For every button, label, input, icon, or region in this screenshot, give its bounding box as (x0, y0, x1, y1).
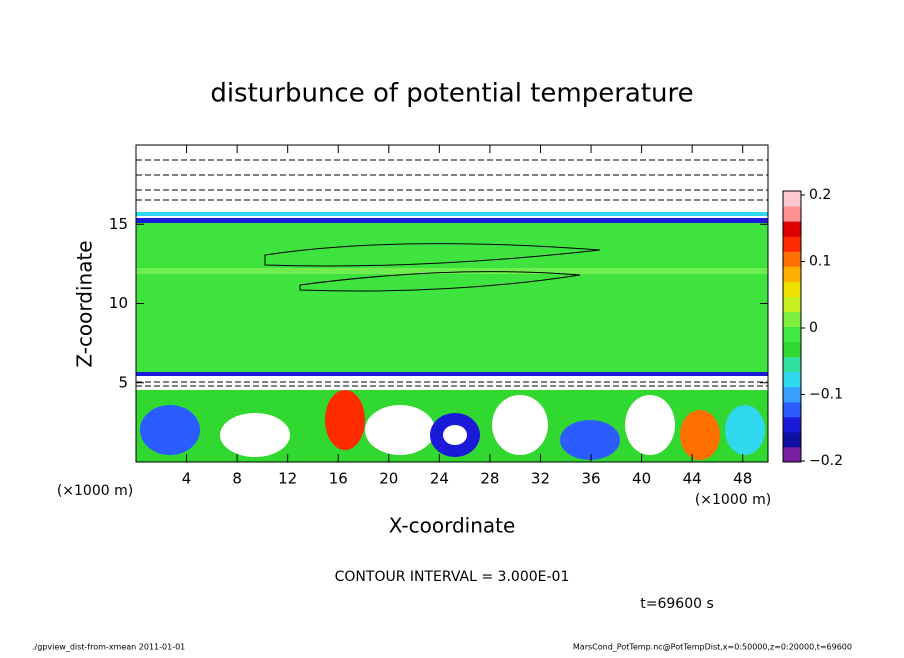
colorbar-swatch (783, 206, 801, 222)
blob (325, 390, 365, 450)
x-tick-label: 36 (581, 470, 600, 488)
colorbar-swatch (783, 341, 801, 358)
chart-title: disturbunce of potential temperature (210, 79, 693, 109)
colorbar-swatch (783, 281, 801, 297)
contour (136, 159, 768, 201)
x-tick-label: 44 (683, 470, 702, 488)
colorbar-swatch (783, 386, 801, 403)
colorbar-swatch (783, 416, 801, 433)
x-axis-title: X-coordinate (389, 514, 516, 538)
y-tick-label: 15 (109, 215, 128, 233)
x-unit-label: (×1000 m) (57, 483, 133, 499)
colorbar-swatch (783, 311, 801, 327)
field-band (136, 218, 768, 223)
colorbar-swatch (783, 371, 801, 388)
colorbar-tick-label: 0.2 (809, 187, 831, 203)
blob (680, 410, 720, 460)
blob (560, 420, 620, 460)
x-tick-label: 4 (182, 470, 192, 488)
colorbar-frame (782, 190, 802, 463)
y-tick-label: 5 (118, 373, 128, 391)
x-tick-label: 24 (430, 470, 449, 488)
colorbar-swatch (783, 221, 801, 237)
field-white (136, 376, 768, 390)
blob (725, 405, 765, 455)
field-band (136, 268, 768, 274)
footer-right: MarsCond_PotTemp.nc@PotTempDist,x=0:5000… (573, 643, 852, 652)
colorbar-tick-label: −0.2 (809, 453, 843, 469)
blob (220, 413, 290, 457)
blob (625, 395, 675, 455)
x-tick-label: 8 (232, 470, 242, 488)
colorbar-swatch (783, 446, 801, 463)
footer-left: ./gpview_dist-from-xmean 2011-01-01 (32, 643, 185, 652)
colorbar-swatch (783, 326, 801, 343)
x-tick-label: 12 (278, 470, 297, 488)
x-tick-label: 28 (480, 470, 499, 488)
colorbar-tick-label: 0 (809, 320, 818, 336)
field-band (136, 372, 768, 376)
field-band (136, 212, 768, 216)
x-tick-label: 20 (379, 470, 398, 488)
colorbar-swatch (783, 356, 801, 373)
colorbar-swatch (783, 296, 801, 312)
contour (264, 243, 601, 292)
x-tick-label: 16 (329, 470, 348, 488)
x-tick-label: 40 (632, 470, 651, 488)
colorbar-tick-label: −0.1 (809, 387, 843, 403)
colorbar-swatch (783, 431, 801, 448)
field (135, 144, 769, 463)
colorbar-swatch (783, 401, 801, 418)
field-green (136, 222, 768, 374)
y-tick-label: 10 (109, 294, 128, 312)
colorbar-swatch (783, 266, 801, 282)
colorbar-swatch (783, 251, 801, 267)
time-label: t=69600 s (640, 596, 714, 612)
blob (365, 405, 435, 455)
blob (492, 395, 548, 455)
contour (136, 381, 768, 387)
x-tick-label: 32 (531, 470, 550, 488)
colorbar-swatch (783, 191, 801, 207)
blob (140, 405, 200, 455)
contour-interval: CONTOUR INTERVAL = 3.000E-01 (335, 569, 570, 585)
x-unit-label: (×1000 m) (695, 492, 771, 508)
colorbar-tick-label: 0.1 (809, 254, 831, 270)
colorbar-swatch (783, 236, 801, 252)
y-axis-title: Z-coordinate (73, 240, 97, 367)
x-tick-label: 48 (733, 470, 752, 488)
blob (443, 425, 467, 445)
